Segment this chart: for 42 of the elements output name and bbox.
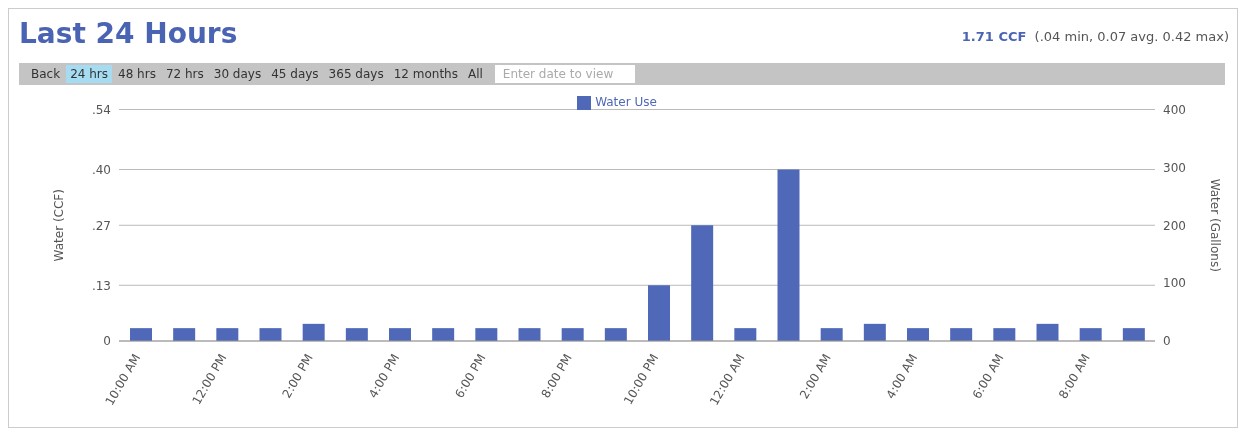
text: 1.71 CCF bbox=[961, 29, 1027, 44]
y-tick-label: .13 bbox=[91, 278, 111, 293]
y2-tick-label: 200 bbox=[1163, 218, 1186, 233]
bar bbox=[216, 328, 239, 341]
bar bbox=[173, 328, 196, 341]
bar bbox=[734, 328, 757, 341]
bar bbox=[950, 328, 973, 341]
bar bbox=[993, 328, 1016, 341]
bar bbox=[777, 169, 800, 341]
bar bbox=[1036, 323, 1059, 341]
bar bbox=[259, 328, 282, 341]
legend-label: Water Use bbox=[595, 95, 657, 109]
bar bbox=[604, 328, 627, 341]
chart-title: Last 24 Hours bbox=[19, 17, 238, 50]
y2-tick-label: 100 bbox=[1163, 276, 1186, 291]
bar bbox=[1122, 328, 1145, 341]
date-field: Enter date to view bbox=[494, 65, 635, 83]
bar bbox=[648, 285, 670, 341]
bar bbox=[691, 225, 714, 341]
bar bbox=[345, 328, 368, 341]
bar bbox=[389, 328, 411, 341]
y2-axis-title: Water (Gallons) bbox=[1207, 178, 1222, 272]
bar bbox=[1079, 328, 1102, 341]
bar bbox=[302, 323, 325, 341]
bar bbox=[561, 328, 584, 341]
text: (.04 min, 0.07 avg. 0.42 max) bbox=[1034, 29, 1229, 44]
bar bbox=[863, 323, 886, 341]
y-tick-label: .40 bbox=[91, 162, 111, 177]
bar bbox=[518, 328, 541, 341]
y-axis-title: Water (CCF) bbox=[52, 189, 67, 262]
y2-tick-label: 400 bbox=[1163, 102, 1186, 117]
y-tick-label: .27 bbox=[91, 218, 111, 233]
y2-tick-label: 0 bbox=[1163, 334, 1171, 349]
y-tick-label: 0 bbox=[103, 334, 111, 349]
y2-tick-label: 300 bbox=[1163, 160, 1186, 175]
bar bbox=[820, 328, 843, 341]
y-tick-label: .54 bbox=[91, 102, 111, 117]
bar bbox=[907, 328, 929, 341]
bar bbox=[130, 328, 152, 341]
bar bbox=[432, 328, 455, 341]
toolbar: Back 24 hrs 48 hrs 72 hrs 30 days 45 days 365 days 12 months All Enter date to view bbox=[19, 63, 1225, 85]
bar bbox=[475, 328, 498, 341]
